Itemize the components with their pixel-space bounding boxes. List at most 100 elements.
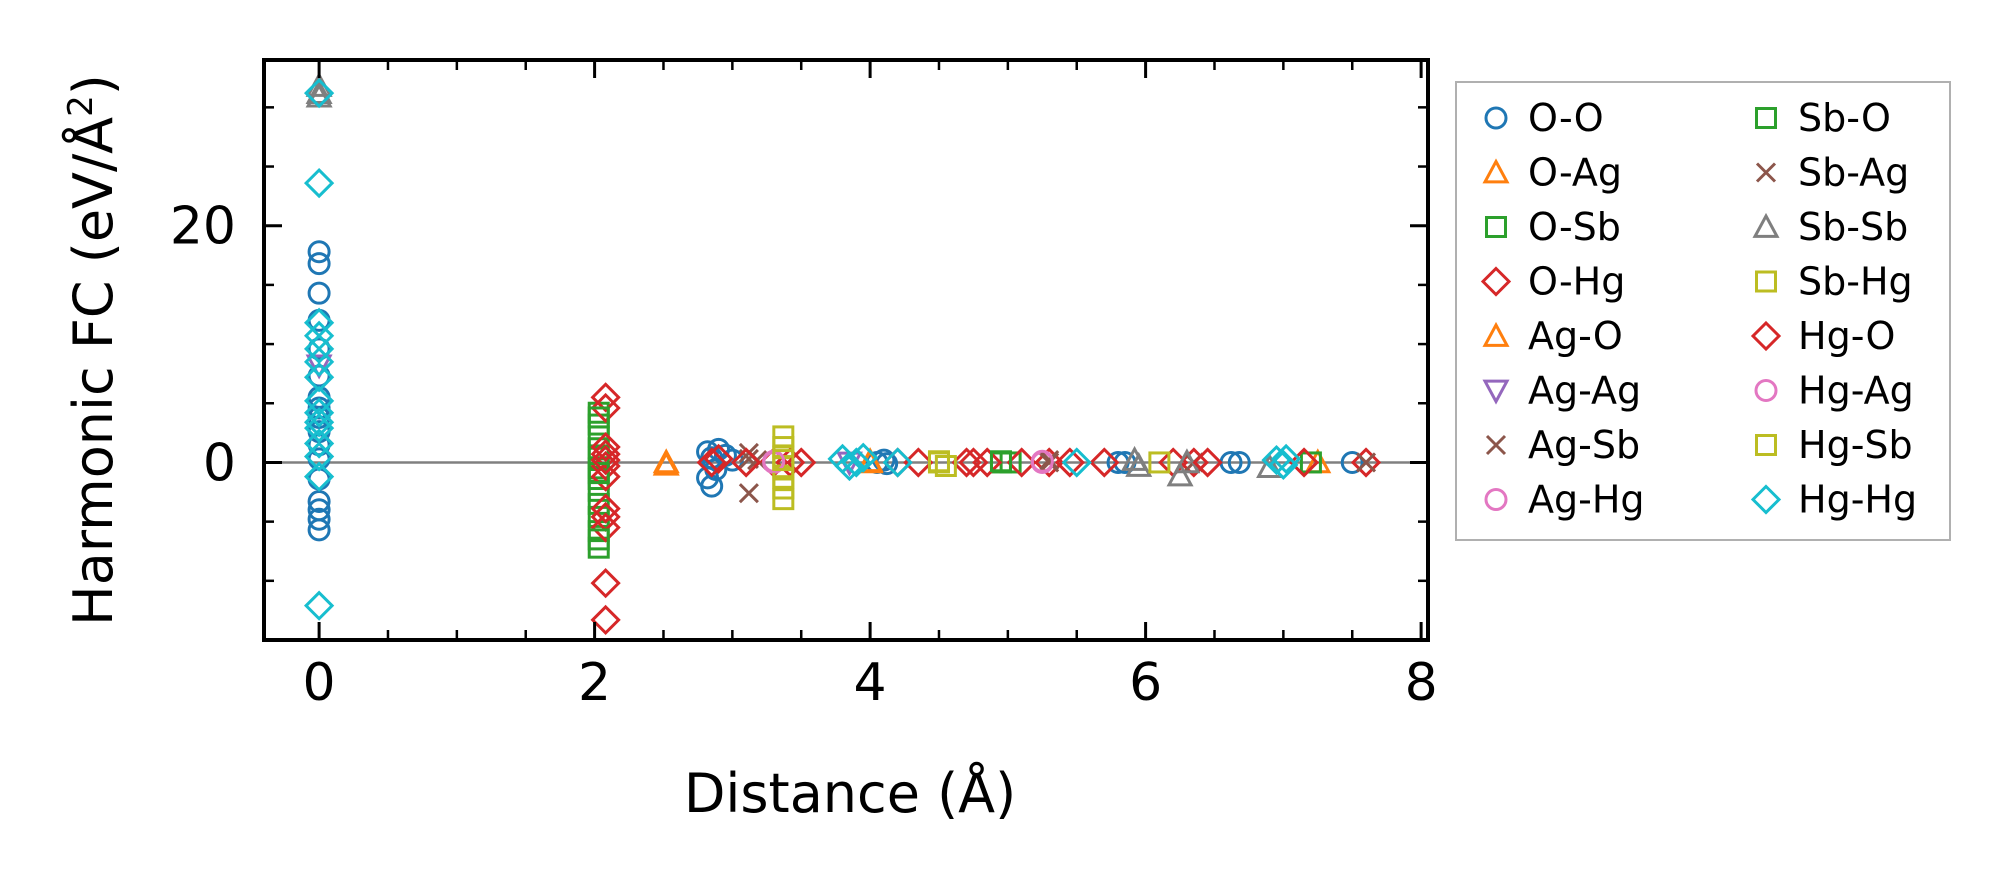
- data-point: [590, 604, 621, 635]
- legend-marker: [1750, 320, 1782, 352]
- data-point: [834, 450, 865, 482]
- data-point: [587, 462, 610, 485]
- x-axis-label: Distance (Å): [684, 761, 1016, 825]
- data-point: [1034, 447, 1065, 478]
- data-point: [1288, 447, 1320, 478]
- x-tick-label: 2: [578, 653, 611, 713]
- legend-label: Hg-Sb: [1798, 423, 1913, 467]
- legend-marker: [1484, 488, 1508, 511]
- legend-label: Ag-Sb: [1528, 423, 1640, 467]
- legend-marker: [1752, 212, 1780, 238]
- y-axis-label: Harmonic FC (eV/Å2): [61, 74, 125, 626]
- data-point: [696, 447, 727, 478]
- data-point: [652, 448, 680, 474]
- legend-marker: [1482, 379, 1510, 405]
- data-point: [882, 447, 913, 478]
- data-point: [934, 455, 957, 477]
- legend-marker: [1484, 106, 1508, 130]
- legend-marker: [1754, 379, 1778, 402]
- legend-item: Sb-Hg: [1755, 260, 1913, 304]
- data-point: [305, 78, 333, 104]
- data-point: [303, 167, 335, 199]
- data-point: [303, 413, 335, 444]
- legend-label: Ag-O: [1528, 314, 1623, 358]
- data-point: [958, 447, 989, 478]
- legend-label: Sb-O: [1798, 96, 1891, 140]
- data-point: [1256, 453, 1284, 479]
- data-point: [772, 488, 795, 511]
- data-point: [841, 447, 872, 478]
- legend-item: O-O: [1484, 96, 1604, 140]
- legend-label: Sb-Sb: [1798, 205, 1908, 249]
- data-point: [1227, 450, 1251, 474]
- data-point: [951, 447, 982, 478]
- data-point: [303, 78, 335, 109]
- data-point: [587, 528, 610, 551]
- legend-label: Sb-Hg: [1798, 260, 1913, 304]
- legend-marker: [1482, 158, 1510, 184]
- data-point: [587, 406, 610, 429]
- data-point: [1192, 447, 1223, 478]
- legend-item: Hg-Hg: [1750, 478, 1917, 522]
- data-point: [1030, 449, 1054, 473]
- data-point: [307, 507, 331, 531]
- legend-label: O-Sb: [1528, 205, 1621, 249]
- legend-item: Hg-Sb: [1755, 423, 1913, 467]
- legend-label: Ag-Ag: [1528, 369, 1641, 413]
- data-point: [590, 568, 621, 599]
- x-tick-label: 0: [303, 653, 336, 713]
- legend-item: Ag-Ag: [1482, 369, 1641, 413]
- data-point: [590, 444, 621, 476]
- data-point: [1355, 452, 1377, 473]
- data-point: [989, 450, 1012, 473]
- data-point: [1173, 448, 1201, 474]
- y-tick-label: 20: [170, 197, 236, 257]
- data-point: [590, 392, 621, 424]
- data-point: [1148, 451, 1171, 474]
- legend-marker: [1755, 434, 1777, 456]
- data-point: [307, 337, 331, 361]
- x-tick-label: 4: [854, 653, 887, 713]
- data-point: [590, 439, 621, 470]
- legend-box: [1455, 81, 1951, 541]
- legend-item: Ag-Sb: [1485, 423, 1640, 467]
- data-point: [972, 447, 1003, 478]
- data-point: [303, 407, 335, 438]
- data-point: [1125, 451, 1153, 477]
- y-tick-label: 0: [203, 433, 236, 493]
- plot-layer: [264, 71, 1428, 635]
- data-point: [1061, 447, 1092, 478]
- x-tick-label: 8: [1405, 653, 1438, 713]
- data-point: [303, 461, 335, 492]
- legend-label: O-Ag: [1528, 151, 1622, 195]
- legend-marker: [1485, 434, 1507, 456]
- legend-item: O-Hg: [1480, 260, 1625, 304]
- data-point: [590, 431, 621, 463]
- y-axis-label-close: ): [62, 74, 125, 95]
- data-point: [1261, 444, 1292, 476]
- legend-marker: [1480, 266, 1512, 297]
- data-point: [303, 441, 335, 472]
- data-point: [307, 252, 331, 276]
- data-point: [1270, 443, 1302, 475]
- data-point: [307, 240, 331, 264]
- data-point: [1006, 447, 1037, 478]
- data-point: [590, 382, 621, 413]
- data-point: [772, 449, 795, 472]
- legend-label: Hg-Ag: [1798, 369, 1914, 413]
- legend-label: O-Hg: [1528, 260, 1625, 304]
- data-point: [1340, 450, 1364, 474]
- data-point: [1039, 452, 1060, 473]
- legend-marker: [1485, 216, 1507, 238]
- data-point: [305, 354, 333, 380]
- legend-item: Sb-Ag: [1755, 151, 1909, 195]
- data-point: [590, 461, 621, 492]
- data-point: [307, 518, 331, 542]
- legend: O-O O-Ag O-Sb O-Hg Ag-O Ag-Ag Ag-Sb Ag-Hg Sb-O Sb…: [1455, 81, 1951, 541]
- data-point: [1166, 461, 1194, 487]
- data-point: [590, 512, 621, 543]
- data-point: [590, 493, 621, 524]
- legend-item: Hg-Ag: [1754, 369, 1914, 413]
- data-point: [303, 590, 335, 621]
- legend-label: Sb-Ag: [1798, 151, 1909, 195]
